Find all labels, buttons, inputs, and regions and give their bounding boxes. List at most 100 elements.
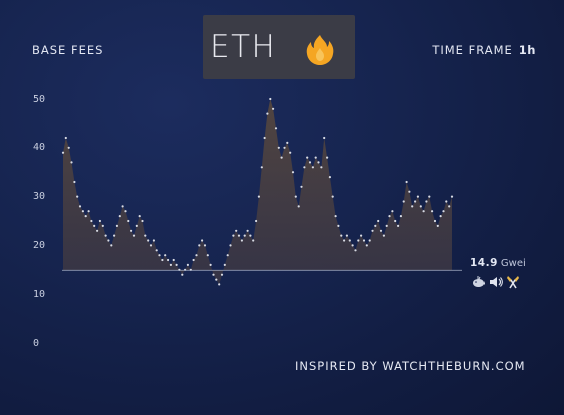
data-point — [204, 244, 206, 246]
data-point — [266, 113, 268, 115]
data-point — [144, 235, 146, 237]
whale-icon[interactable] — [472, 274, 486, 288]
data-point — [337, 225, 339, 227]
data-point — [227, 254, 229, 256]
data-point — [386, 225, 388, 227]
data-point — [215, 279, 217, 281]
data-point — [164, 254, 166, 256]
data-point — [65, 137, 67, 139]
data-point — [261, 166, 263, 168]
data-point — [107, 239, 109, 241]
data-point — [198, 244, 200, 246]
data-point — [82, 210, 84, 212]
data-point — [181, 274, 183, 276]
data-point — [124, 210, 126, 212]
data-point — [346, 235, 348, 237]
data-point — [130, 230, 132, 232]
data-point — [88, 210, 90, 212]
data-point — [141, 220, 143, 222]
data-point — [420, 205, 422, 207]
data-point — [62, 152, 64, 154]
data-point — [357, 239, 359, 241]
data-point — [93, 225, 95, 227]
data-point — [235, 230, 237, 232]
data-point — [167, 259, 169, 261]
data-point — [414, 200, 416, 202]
data-point — [286, 142, 288, 144]
data-point — [133, 235, 135, 237]
data-point — [281, 157, 283, 159]
data-point — [440, 215, 442, 217]
data-point — [139, 215, 141, 217]
data-point — [116, 225, 118, 227]
data-point — [195, 254, 197, 256]
data-point — [193, 259, 195, 261]
data-point — [380, 230, 382, 232]
data-point — [119, 215, 121, 217]
data-point — [377, 220, 379, 222]
data-point — [70, 161, 72, 163]
data-point — [423, 210, 425, 212]
data-point — [275, 127, 277, 129]
data-point — [96, 230, 98, 232]
chart-controls — [472, 274, 520, 288]
data-point — [295, 196, 297, 198]
data-point — [354, 249, 356, 251]
data-point — [221, 274, 223, 276]
tools-icon[interactable] — [506, 274, 520, 288]
data-point — [340, 235, 342, 237]
data-point — [366, 244, 368, 246]
data-point — [411, 205, 413, 207]
data-point — [147, 239, 149, 241]
data-point — [278, 147, 280, 149]
data-point — [99, 220, 101, 222]
data-point — [289, 152, 291, 154]
data-point — [229, 244, 231, 246]
data-point — [176, 264, 178, 266]
data-point — [417, 196, 419, 198]
data-point — [249, 235, 251, 237]
data-point — [332, 196, 334, 198]
data-point — [127, 220, 129, 222]
data-point — [102, 225, 104, 227]
data-point — [269, 98, 271, 100]
data-point — [156, 249, 158, 251]
data-point — [73, 181, 75, 183]
data-point — [90, 220, 92, 222]
data-point — [349, 239, 351, 241]
data-point — [360, 235, 362, 237]
data-point — [68, 147, 70, 149]
data-point — [264, 137, 266, 139]
data-point — [158, 254, 160, 256]
credit-text: INSPIRED BY WATCHTHEBURN.COM — [295, 359, 526, 373]
data-point — [437, 225, 439, 227]
data-point — [335, 215, 337, 217]
data-point — [388, 215, 390, 217]
data-point — [371, 230, 373, 232]
data-point — [442, 210, 444, 212]
data-point — [317, 161, 319, 163]
data-point — [113, 235, 115, 237]
data-point — [207, 254, 209, 256]
data-point — [252, 239, 254, 241]
data-point — [363, 239, 365, 241]
data-point — [258, 196, 260, 198]
data-point — [406, 181, 408, 183]
data-point — [326, 157, 328, 159]
data-point — [85, 215, 87, 217]
data-point — [315, 157, 317, 159]
data-point — [232, 235, 234, 237]
data-point — [428, 196, 430, 198]
data-point — [212, 274, 214, 276]
data-point — [161, 259, 163, 261]
data-point — [431, 210, 433, 212]
data-point — [425, 200, 427, 202]
data-point — [391, 210, 393, 212]
data-point — [434, 220, 436, 222]
data-point — [150, 244, 152, 246]
data-point — [244, 235, 246, 237]
speaker-icon[interactable] — [489, 274, 503, 288]
data-point — [369, 239, 371, 241]
data-point — [238, 235, 240, 237]
